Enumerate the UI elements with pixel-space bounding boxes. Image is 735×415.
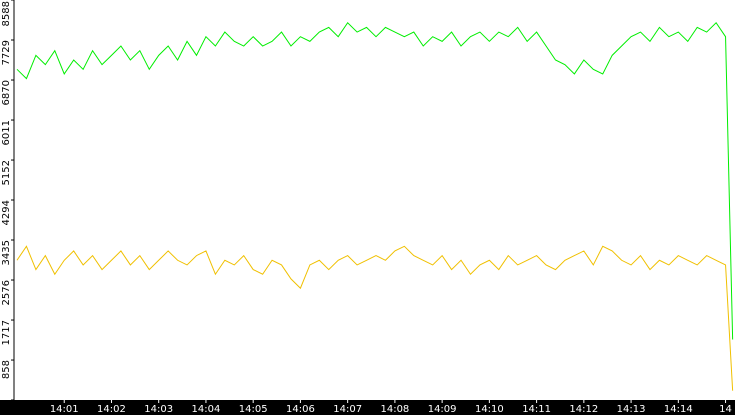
x-tick-label: 14:05 [239,404,268,415]
x-tick-label: 14:14 [664,404,693,415]
y-tick-label: 0 [1,400,12,406]
y-tick-label: 6870 [1,80,12,105]
y-tick-label: 7729 [1,40,12,65]
y-tick-label: 4294 [1,200,12,225]
axis-band [0,400,735,415]
x-tick-label: 14:09 [428,404,457,415]
y-tick-label: 8588 [1,1,12,26]
x-tick-label: 14 [719,404,732,415]
x-tick-label: 14:12 [569,404,598,415]
y-tick-label: 1717 [1,320,12,345]
x-tick-label: 14:06 [286,404,315,415]
x-tick-label: 14:04 [192,404,221,415]
y-tick-label: 5152 [1,160,12,185]
y-tick-label: 858 [1,360,12,379]
x-tick-label: 14:07 [333,404,362,415]
x-tick-label: 14:03 [144,404,173,415]
x-tick-label: 14:08 [380,404,409,415]
y-tick-label: 2576 [1,280,12,305]
y-tick-label: 6011 [1,120,12,145]
series-line [16,245,734,391]
x-tick-label: 14:10 [475,404,504,415]
x-tick-label: 14:02 [97,404,126,415]
x-tick-label: 14:13 [617,404,646,415]
y-tick-label: 3435 [1,240,12,265]
x-tick-label: 14:11 [522,404,551,415]
series-line [16,21,734,340]
x-tick-label: 14:01 [50,404,79,415]
